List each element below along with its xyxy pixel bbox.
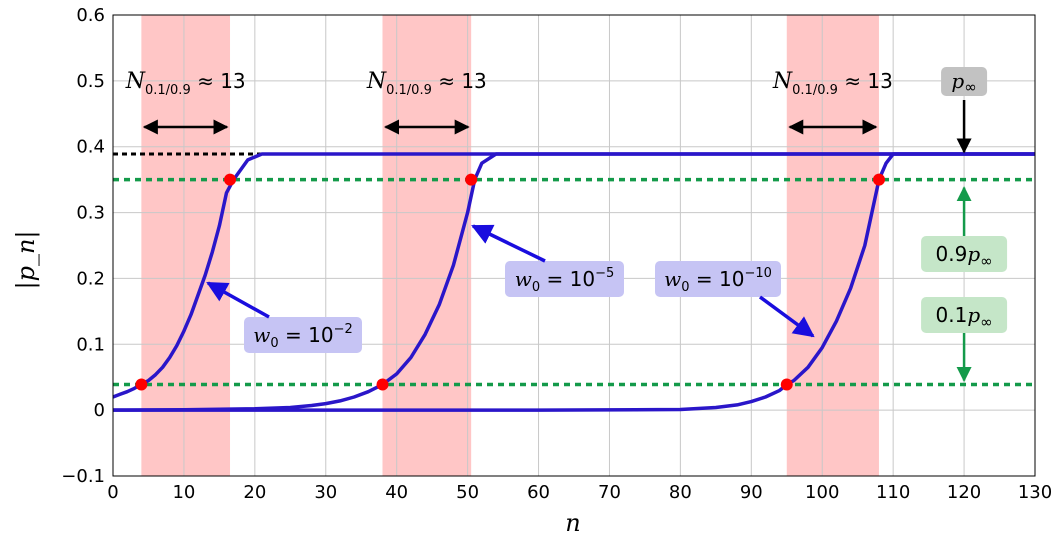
rise-time-label: N0.1/0.9 ≈ 13 bbox=[772, 69, 893, 98]
x-tick-label: 50 bbox=[456, 482, 479, 503]
curve-label-box bbox=[655, 261, 781, 297]
x-axis-label: n bbox=[565, 509, 580, 536]
annotations: N0.1/0.9 ≈ 13 N0.1/0.9 ≈ 13 N0.1/0.9 ≈ 13 w… bbox=[125, 67, 1008, 383]
level-label-box bbox=[921, 236, 1008, 272]
curve-label-box bbox=[244, 317, 362, 353]
x-tick-label: 130 bbox=[1018, 482, 1052, 503]
x-tick-label: 60 bbox=[527, 482, 550, 503]
x-tick-label: 80 bbox=[669, 482, 692, 503]
x-tick-label: 90 bbox=[740, 482, 763, 503]
y-axis-label: |p_n| bbox=[12, 231, 41, 290]
threshold-marker bbox=[376, 378, 389, 391]
rise-time-label: N0.1/0.9 ≈ 13 bbox=[366, 69, 487, 98]
threshold-marker bbox=[872, 173, 885, 186]
threshold-markers bbox=[135, 173, 885, 391]
x-tick-label: 10 bbox=[172, 482, 195, 503]
x-tick-label: 110 bbox=[876, 482, 910, 503]
shaded-region bbox=[382, 15, 472, 476]
tick-labels: 0 10 20 30 40 50 60 70 80 90 100 110 120 130−0.100.10… bbox=[61, 5, 1052, 503]
threshold-marker bbox=[135, 378, 148, 391]
threshold-marker bbox=[224, 173, 237, 186]
x-tick-label: 70 bbox=[598, 482, 621, 503]
x-tick-label: 40 bbox=[385, 482, 408, 503]
curve-label: w0 = 10−2 bbox=[253, 322, 353, 351]
p-inf-label-box bbox=[941, 67, 988, 96]
y-tick-label: 0.5 bbox=[76, 71, 105, 92]
y-tick-label: 0.3 bbox=[76, 203, 105, 224]
curve-label-arrow bbox=[758, 295, 815, 338]
x-tick-label: 20 bbox=[243, 482, 266, 503]
grid bbox=[112, 14, 1036, 477]
x-tick-label: 120 bbox=[947, 482, 981, 503]
y-tick-label: −0.1 bbox=[61, 466, 105, 487]
series-line bbox=[113, 152, 1035, 412]
y-tick-label: 0.4 bbox=[76, 137, 105, 158]
rise-time-label: N0.1/0.9 ≈ 13 bbox=[125, 69, 246, 98]
curve-label-arrow bbox=[206, 281, 270, 319]
level-label-box bbox=[921, 297, 1008, 333]
curve-label-box bbox=[505, 261, 624, 297]
x-tick-label: 0 bbox=[107, 482, 118, 503]
x-tick-label: 100 bbox=[805, 482, 839, 503]
y-tick-label: 0.1 bbox=[76, 334, 105, 355]
y-tick-label: 0 bbox=[94, 400, 105, 421]
curve-label: w0 = 10−5 bbox=[515, 266, 615, 295]
level-label: 0.9p∞ bbox=[936, 242, 993, 270]
curve-label-arrow bbox=[471, 224, 546, 263]
p-inf-label: p∞ bbox=[951, 69, 976, 96]
y-tick-label: 0.6 bbox=[76, 5, 105, 26]
curve-label: w0 = 10−10 bbox=[664, 266, 772, 295]
plot-frame bbox=[112, 14, 1036, 477]
threshold-marker bbox=[780, 378, 793, 391]
level-label: 0.1p∞ bbox=[936, 303, 993, 331]
y-tick-label: 0.2 bbox=[76, 268, 105, 289]
x-tick-label: 30 bbox=[314, 482, 337, 503]
threshold-marker bbox=[465, 173, 478, 186]
